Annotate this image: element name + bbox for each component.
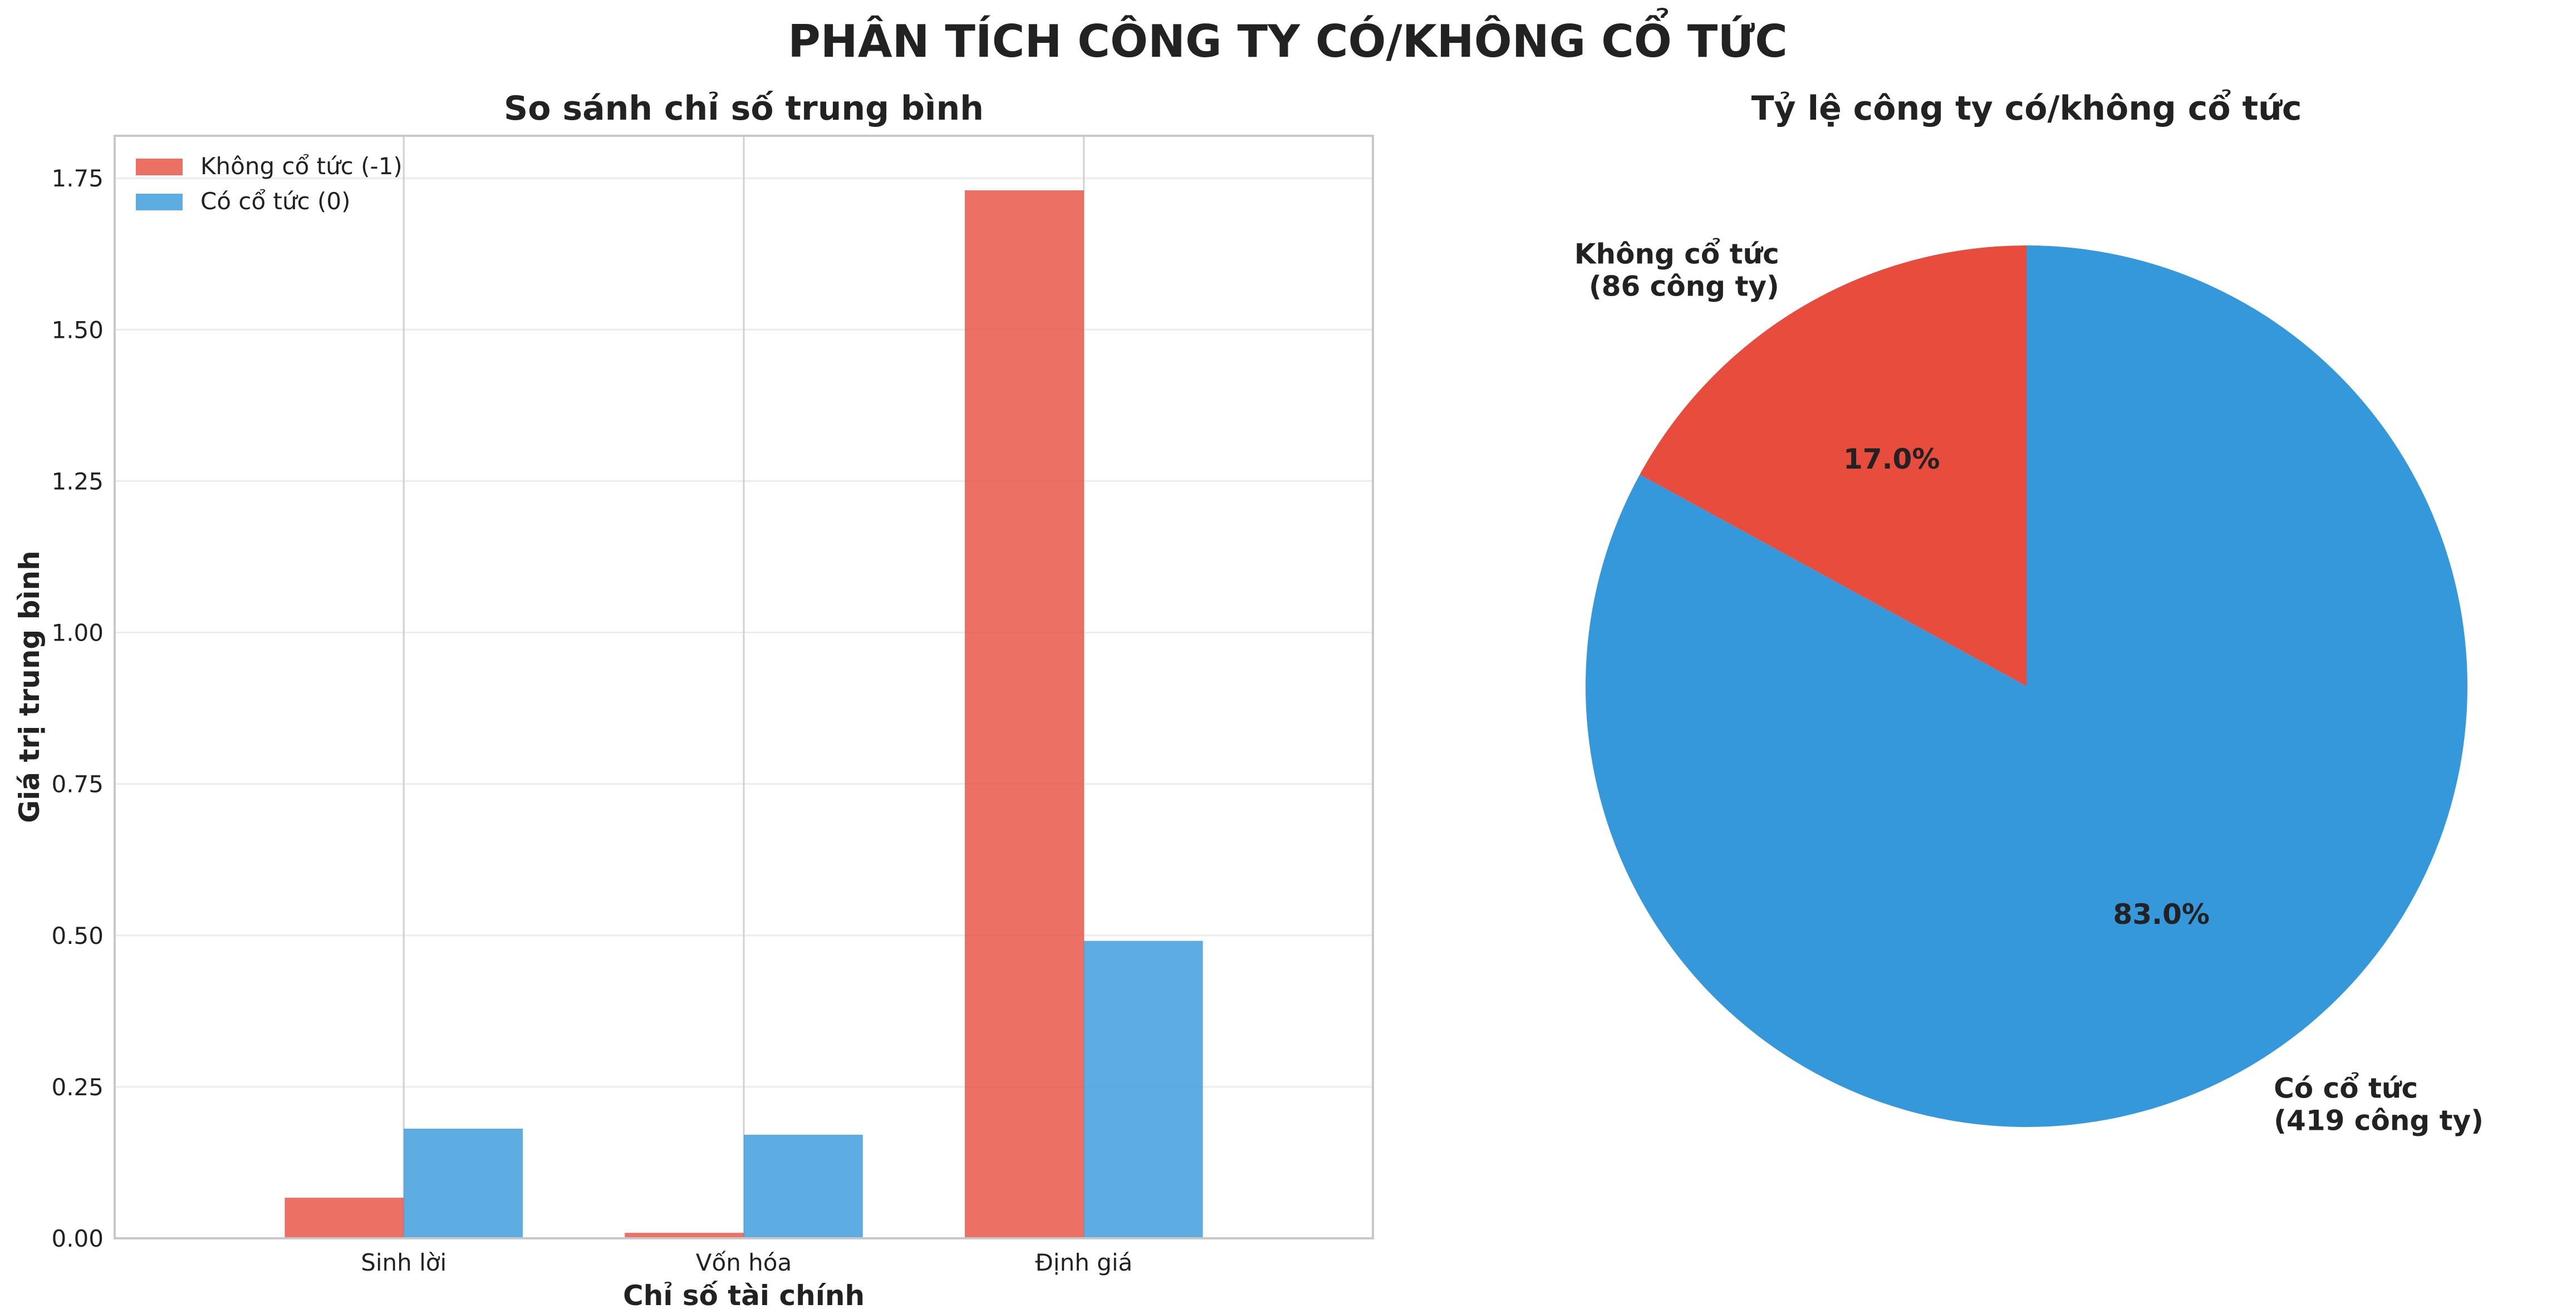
bar-y-tick-label: 1.25	[51, 467, 104, 495]
pie-chart: Tỷ lệ công ty có/không cổ tức 17.0% Không…	[1574, 88, 2484, 1136]
bar-co-co-tuc-1	[744, 1134, 863, 1238]
bar-plot-frame	[114, 135, 1374, 1239]
bar-x-tick-label: Sinh lời	[361, 1249, 446, 1276]
bar-x-axis-label: Chỉ số tài chính	[623, 1279, 865, 1312]
pie-labels: 17.0% Không cổ tức (86 công ty) 83.0% Có cổ …	[1574, 238, 2484, 1137]
bar-y-axis-label: Giá trị trung bình	[13, 550, 46, 823]
pie-pct-label: 17.0%	[1843, 443, 1940, 475]
bar-y-tick-label: 1.00	[51, 619, 104, 647]
bar-y-tick-label: 1.75	[51, 165, 104, 192]
pie-chart-title: Tỷ lệ công ty có/không cổ tức	[1751, 88, 2302, 128]
bar-y-tick-label: 0.00	[51, 1225, 104, 1252]
bar-chart-title: So sánh chỉ số trung bình	[504, 89, 984, 128]
bar-y-axis: 0.00 0.25 0.50 0.75 1.00 1.25 1.50 1.75	[51, 165, 104, 1252]
bar-y-tick-label: 0.75	[51, 771, 104, 798]
bar-khong-co-tuc-2	[965, 190, 1084, 1238]
pie-slice-0	[1640, 245, 2027, 686]
bar-x-axis: Sinh lời Vốn hóa Định giá	[361, 1249, 1132, 1276]
bar-legend: Không cổ tức (-1) Có cổ tức (0)	[136, 152, 403, 215]
legend-label: Có cổ tức (0)	[200, 188, 351, 215]
figure-suptitle: PHÂN TÍCH CÔNG TY CÓ/KHÔNG CỔ TỨC	[788, 8, 1788, 67]
bar-chart: So sánh chỉ số trung bình 0.000.250.500.…	[13, 89, 1374, 1312]
bar-khong-co-tuc-0	[284, 1198, 404, 1238]
pie-pct-label: 83.0%	[2113, 898, 2210, 931]
bar-co-co-tuc-2	[1083, 941, 1203, 1238]
legend-swatch	[136, 159, 183, 175]
bar-co-co-tuc-0	[404, 1128, 523, 1238]
legend-swatch	[136, 194, 183, 210]
bar-x-tick-label: Định giá	[1035, 1249, 1132, 1276]
pie-slice-label: Không cổ tức (86 công ty)	[1574, 238, 1779, 303]
pie-slices	[1586, 245, 2467, 1128]
bar-series	[284, 190, 1203, 1238]
pie-slice-label: Có cổ tức (419 công ty)	[2274, 1072, 2484, 1136]
bar-x-tick-label: Vốn hóa	[696, 1249, 792, 1276]
bar-y-tick-label: 0.25	[51, 1074, 104, 1101]
bar-khong-co-tuc-1	[625, 1233, 744, 1238]
bar-y-tick-label: 1.50	[51, 316, 104, 343]
pie-slice-1	[1586, 245, 2467, 1128]
legend-label: Không cổ tức (-1)	[200, 152, 403, 180]
bar-y-tick-label: 0.50	[51, 922, 104, 949]
